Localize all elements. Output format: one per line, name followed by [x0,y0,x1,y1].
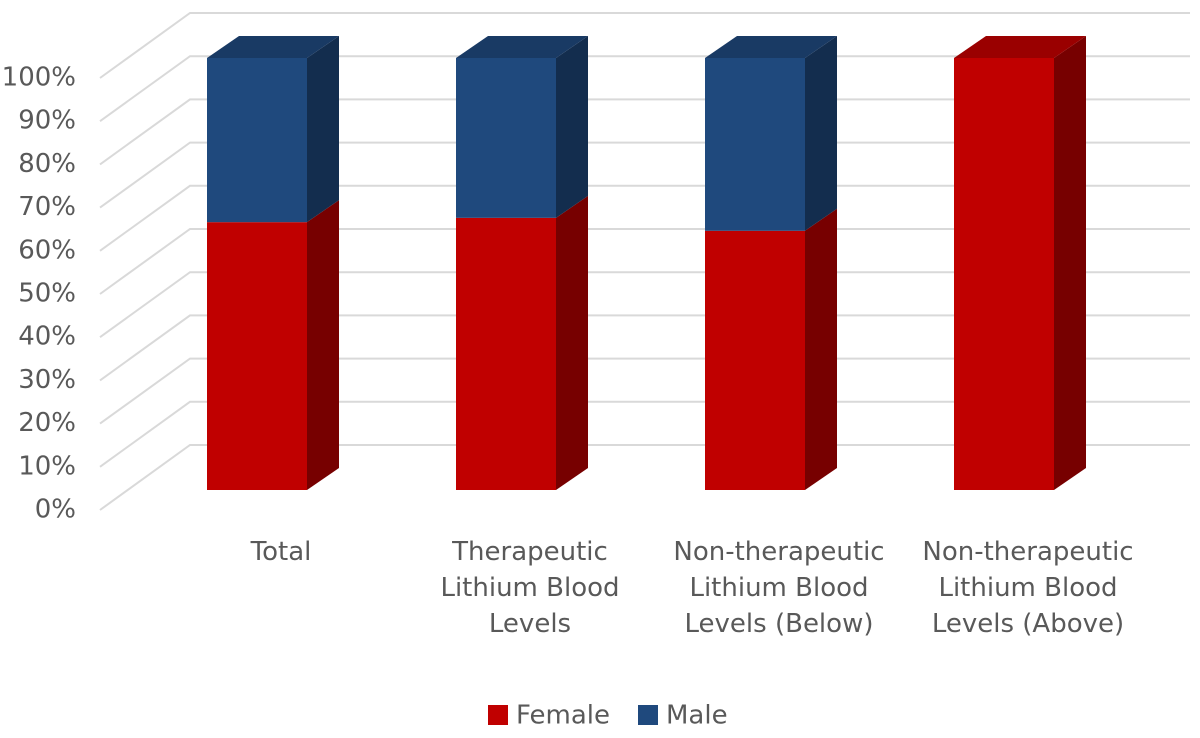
grid-line [99,228,1190,295]
x-tick-label: Non-therapeutic Lithium Blood Levels (Be… [673,537,885,639]
bar-side [556,195,588,490]
bar [207,58,307,223]
bar-side [307,36,339,223]
bar [705,58,805,231]
x-tick-label: Total [250,537,312,567]
bar-top [705,36,837,58]
bar [207,222,307,490]
grid-line [99,444,1190,511]
bar-side [805,36,837,231]
y-tick-label: 80% [18,149,76,179]
legend-swatch [488,705,508,725]
grid-line [99,400,1190,468]
x-tick-label: Non-therapeutic Lithium Blood Levels (Ab… [922,537,1134,639]
grid-line [99,12,1190,79]
y-tick-label: 50% [18,279,76,309]
bar [705,230,805,491]
y-tick-label: 70% [18,192,76,222]
bar [456,58,556,218]
y-tick-label: 90% [18,106,76,136]
grid-line [99,314,1190,382]
y-tick-label: 0% [35,495,76,525]
legend-label: Female [516,701,610,731]
bar-side [805,208,837,491]
grid-line [99,357,1190,425]
bar-top [954,36,1086,58]
bar-top [207,36,339,58]
legend-swatch [638,705,658,725]
grid-line [99,184,1190,252]
grid-line [99,98,1190,166]
grid-line [99,55,1190,123]
y-tick-label: 20% [18,408,76,438]
y-tick-label: 30% [18,365,76,395]
bar-side [1054,36,1086,490]
y-tick-label: 60% [18,235,76,265]
legend-label: Male [666,701,728,731]
grid-line [99,141,1190,209]
bar-top [456,36,588,58]
bar [954,58,1054,490]
bar-side [556,36,588,218]
y-tick-label: 10% [18,451,76,481]
y-tick-label: 100% [2,63,76,93]
bar-side [307,200,339,490]
grid-line [99,271,1190,339]
x-tick-label: Therapeutic Lithium Blood Levels [440,537,620,639]
bar [456,217,556,490]
y-tick-label: 40% [18,322,76,352]
